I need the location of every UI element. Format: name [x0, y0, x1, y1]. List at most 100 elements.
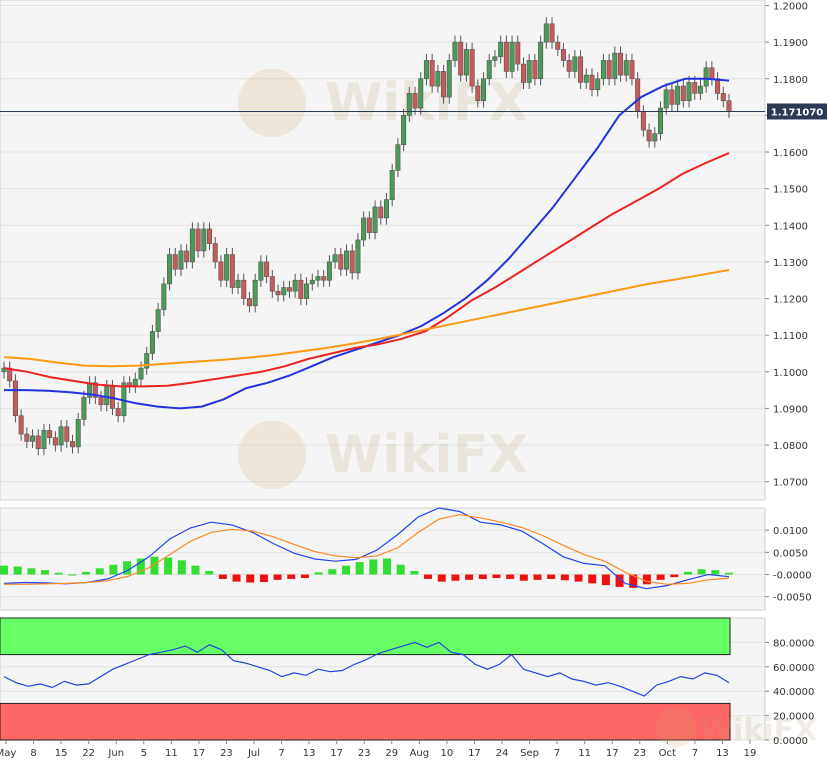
watermark-text: WikiFX — [325, 425, 528, 485]
candle-down — [286, 287, 292, 292]
macd-bar-negative — [533, 574, 542, 580]
candle-down — [35, 435, 41, 450]
macd-bar-positive — [150, 556, 159, 575]
candle-down — [640, 111, 646, 131]
macd-bar-positive — [725, 572, 733, 575]
x-tick-label: 17 — [606, 748, 619, 759]
x-tick-label: 29 — [385, 748, 398, 759]
candle-down — [184, 250, 190, 263]
macd-bar-negative — [670, 574, 679, 578]
candle-down — [172, 254, 178, 270]
x-tick-label: 7 — [692, 748, 698, 759]
x-tick-label: 19 — [744, 748, 757, 759]
candle-up — [612, 52, 618, 80]
candle-up — [538, 41, 544, 80]
watermark-icon — [238, 421, 306, 489]
price-tick-label: 1.0800 — [773, 441, 808, 452]
oscillator-line — [3, 641, 730, 697]
macd-bar-positive — [683, 571, 692, 575]
macd-bar-positive — [54, 572, 63, 575]
x-tick-label: Jun — [107, 748, 124, 759]
candle-down — [578, 56, 584, 83]
x-tick-label: 15 — [55, 748, 68, 759]
candle-up — [423, 60, 429, 80]
candle-up — [332, 254, 338, 263]
price-tick-label: 1.1100 — [773, 331, 808, 342]
macd-bar-positive — [383, 558, 392, 575]
candle-up — [389, 170, 395, 200]
macd-tick-label: 0.0100 — [773, 526, 808, 537]
osc-tick-label: 20.0000 — [773, 712, 814, 723]
macd-bar-positive — [396, 564, 405, 575]
macd-bar-negative — [656, 574, 665, 580]
x-tick-label: 17 — [330, 748, 343, 759]
macd-bar-negative — [478, 574, 487, 579]
x-tick-label: 22 — [82, 748, 95, 759]
candle-down — [692, 82, 698, 94]
candle-down — [378, 206, 384, 219]
candle-up — [463, 49, 469, 76]
candle-down — [52, 437, 58, 446]
candle-up — [663, 89, 669, 109]
axes: 1.20001.19001.18001.17001.16001.15001.14… — [0, 1, 827, 759]
price-tick-label: 1.1400 — [773, 221, 808, 232]
candle-up — [486, 60, 492, 80]
candle-down — [70, 441, 76, 448]
macd-bar-negative — [588, 574, 597, 584]
candle-down — [560, 49, 566, 61]
osc-band — [0, 702, 731, 741]
last-price-label: 1.171070 — [771, 107, 824, 118]
oscillator-bands — [0, 617, 731, 741]
moving-average-line — [3, 152, 730, 388]
macd-tick-label: -0.0000 — [773, 571, 812, 582]
candle-down — [441, 71, 447, 98]
macd-line — [3, 507, 730, 590]
price-tick-label: 1.0700 — [773, 478, 808, 489]
candle-up — [281, 287, 287, 296]
macd-tick-label: 0.0050 — [773, 548, 808, 559]
candle-up — [509, 41, 515, 72]
macd-bar-negative — [547, 574, 556, 579]
watermark-icon — [656, 707, 696, 747]
candle-up — [104, 386, 110, 406]
candle-down — [720, 93, 726, 102]
watermark-text: WikiFX — [700, 713, 817, 748]
candle-up — [406, 93, 412, 116]
candle-up — [344, 250, 350, 270]
candle-down — [709, 67, 715, 80]
x-tick-label: 24 — [496, 748, 509, 759]
candle-down — [298, 279, 304, 299]
price-tick-label: 1.1900 — [773, 38, 808, 49]
candle-up — [498, 41, 504, 58]
candle-up — [583, 74, 589, 83]
candle-up — [235, 279, 241, 288]
candle-down — [366, 217, 372, 233]
x-tick-label: 23 — [358, 748, 371, 759]
osc-band — [0, 617, 731, 656]
macd-bar-positive — [205, 570, 214, 575]
candle-up — [446, 60, 452, 98]
macd-bar-positive — [355, 562, 364, 575]
x-tick-label: 13 — [303, 748, 316, 759]
candle-down — [92, 382, 98, 398]
candle-up — [224, 254, 230, 281]
macd-bar-negative — [424, 574, 433, 579]
macd-bar-positive — [123, 561, 132, 575]
macd-bar-positive — [369, 559, 378, 575]
candle-up — [355, 239, 361, 274]
macd-bar-negative — [465, 574, 474, 580]
macd-bar-negative — [287, 574, 296, 579]
candle-up — [315, 276, 321, 281]
candle-down — [98, 397, 104, 406]
candle-down — [321, 276, 327, 281]
watermark-logo: WikiFX — [656, 707, 817, 748]
candle-up — [132, 378, 138, 387]
candle-up — [81, 397, 87, 420]
moving-average-line — [3, 269, 730, 368]
candle-up — [326, 261, 332, 281]
candle-down — [503, 41, 509, 72]
candle-down — [64, 426, 70, 442]
candle-up — [401, 115, 407, 145]
x-tick-label: 11 — [165, 748, 178, 759]
